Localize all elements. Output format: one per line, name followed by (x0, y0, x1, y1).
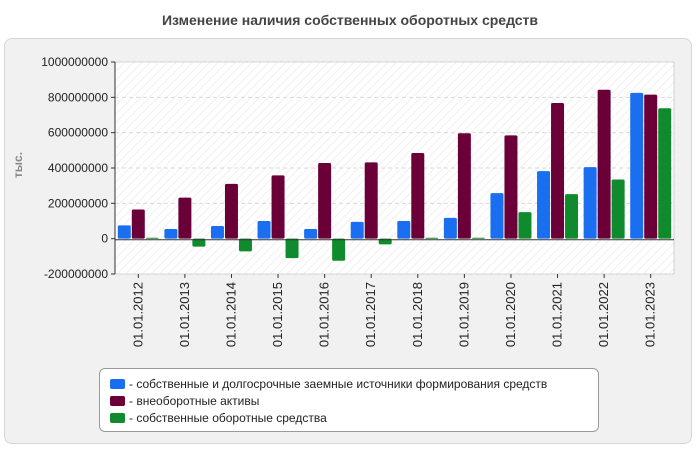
y-tick-label: -200000000 (44, 267, 108, 281)
x-tick-label: 01.01.2022 (596, 282, 611, 347)
bar (238, 238, 252, 252)
y-tick-label: 400000000 (48, 161, 108, 175)
bar (583, 167, 597, 239)
legend-label: - собственные и долгосрочные заемные ист… (129, 376, 548, 391)
y-tick-label: 1000000000 (41, 55, 108, 69)
legend-swatch (110, 395, 125, 406)
bar (457, 133, 471, 239)
bar (565, 194, 579, 239)
bar (658, 108, 672, 239)
y-axis-label: тыс. (11, 152, 25, 178)
x-tick-label: 01.01.2023 (643, 282, 658, 347)
x-tick-label: 01.01.2015 (270, 282, 285, 347)
bar (131, 209, 145, 239)
bar (537, 171, 551, 239)
bar (332, 238, 346, 261)
legend-item-working-capital[interactable]: - собственные оборотные средства (110, 409, 598, 426)
legend-item-noncurrent-assets[interactable]: - внеоборотные активы (110, 392, 598, 409)
bar (257, 221, 271, 239)
bar (518, 212, 532, 239)
bar (411, 152, 425, 239)
bar (304, 228, 318, 239)
x-tick-label: 01.01.2014 (223, 282, 238, 347)
y-tick-label: 0 (101, 232, 108, 246)
chart-title: Изменение наличия собственных оборотных … (161, 12, 539, 28)
legend-item-sources[interactable]: - собственные и долгосрочные заемные ист… (110, 375, 598, 392)
x-tick-label: 01.01.2013 (177, 282, 192, 347)
x-tick-label: 01.01.2012 (130, 282, 145, 347)
x-tick-label: 01.01.2018 (410, 282, 425, 347)
bar (471, 237, 485, 239)
bar (178, 197, 192, 239)
x-tick-label: 01.01.2020 (503, 282, 518, 347)
bar (224, 183, 238, 239)
y-tick-label: 600000000 (48, 126, 108, 140)
y-axis-ticks: -200000000 0 200000000 400000000 600000000 80… (41, 55, 115, 281)
y-tick-label: 800000000 (48, 90, 108, 104)
y-tick-label: 200000000 (48, 196, 108, 210)
bar (318, 163, 332, 239)
bar (271, 175, 285, 239)
bar (490, 193, 504, 239)
bar (350, 221, 364, 239)
bar (630, 92, 644, 239)
bar (285, 238, 299, 259)
x-tick-label: 01.01.2021 (550, 282, 565, 347)
bar (145, 237, 159, 239)
bar (597, 89, 611, 239)
legend-swatch (110, 378, 125, 389)
bar (443, 217, 457, 239)
legend-swatch (110, 412, 125, 423)
bar (425, 237, 439, 239)
bar (397, 221, 411, 239)
bar (551, 102, 565, 239)
bar (164, 228, 178, 239)
bar (504, 135, 518, 239)
bars (117, 89, 672, 261)
bar (192, 238, 206, 247)
x-axis-ticks: 01.01.2012 01.01.2013 01.01.2014 01.01.2015… (130, 274, 658, 347)
x-tick-label: 01.01.2019 (456, 282, 471, 347)
x-tick-label: 01.01.2017 (363, 282, 378, 347)
legend-label: - внеоборотные активы (129, 393, 260, 408)
bar (364, 162, 378, 239)
bar (644, 94, 658, 239)
bar (611, 179, 625, 239)
bar (210, 225, 224, 239)
gridlines (115, 61, 674, 275)
legend: - собственные и долгосрочные заемные ист… (99, 368, 599, 432)
x-tick-label: 01.01.2016 (317, 282, 332, 347)
bar (117, 225, 131, 239)
legend-label: - собственные оборотные средства (129, 410, 327, 425)
